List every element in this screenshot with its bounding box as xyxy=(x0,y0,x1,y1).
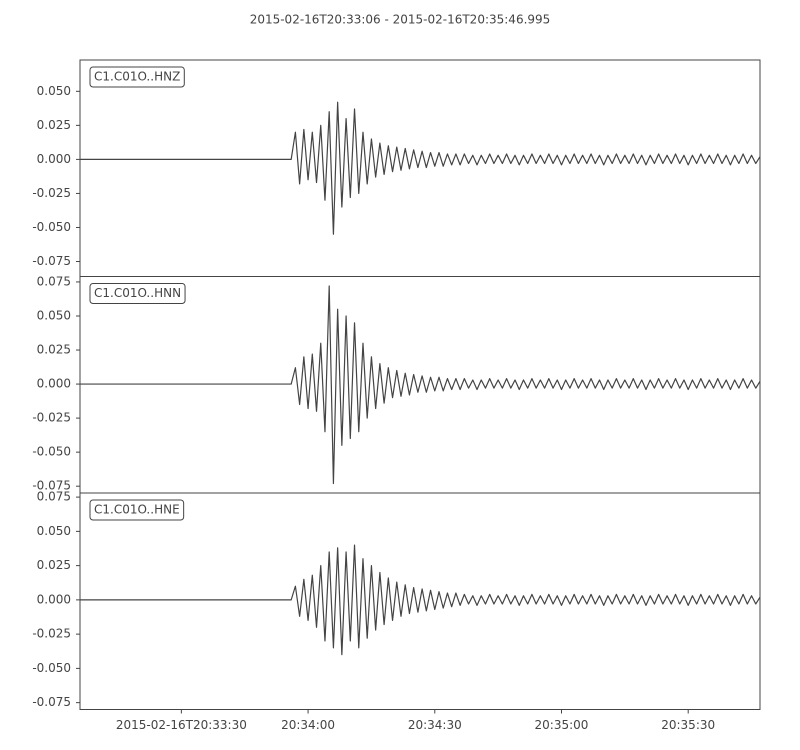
panel-frame xyxy=(79,492,761,710)
y-tick-label: 0.050 xyxy=(37,308,71,322)
trace-label: C1.C01O..HNE xyxy=(94,503,180,517)
trace-label-box xyxy=(89,66,185,88)
y-tick-label: 0.000 xyxy=(37,592,71,606)
x-tick-label: 20:34:30 xyxy=(408,718,462,732)
trace-label-box xyxy=(89,283,186,304)
waveform xyxy=(80,544,761,656)
y-tick-label: 0.025 xyxy=(37,343,71,357)
y-tick-label: -0.075 xyxy=(32,695,71,709)
x-tick-label: 20:35:00 xyxy=(535,718,589,732)
x-tick-label: 20:35:30 xyxy=(661,718,715,732)
y-tick-label: 0.050 xyxy=(37,84,71,98)
y-tick-label: -0.025 xyxy=(32,411,71,425)
y-tick-label: 0.075 xyxy=(37,490,71,504)
trace-label: C1.C01O..HNN xyxy=(94,286,181,300)
y-tick-label: 0.025 xyxy=(37,118,71,132)
chart-title: 2015-02-16T20:33:06 - 2015-02-16T20:35:4… xyxy=(250,13,551,27)
y-tick-label: -0.075 xyxy=(32,254,71,268)
waveform xyxy=(80,101,761,235)
y-tick-label: -0.025 xyxy=(32,627,71,641)
y-tick-label: -0.075 xyxy=(32,479,71,493)
y-tick-label: -0.025 xyxy=(32,186,71,200)
y-tick-label: -0.050 xyxy=(32,220,71,234)
y-tick-label: -0.050 xyxy=(32,661,71,675)
trace-label: C1.C01O..HNZ xyxy=(94,70,180,84)
y-tick-label: 0.075 xyxy=(37,274,71,288)
y-tick-label: 0.025 xyxy=(37,558,71,572)
y-tick-label: 0.000 xyxy=(37,152,71,166)
x-tick-label: 20:34:00 xyxy=(281,718,335,732)
x-tick-label: 2015-02-16T20:33:30 xyxy=(116,718,247,732)
y-tick-label: 0.000 xyxy=(37,377,71,391)
waveform xyxy=(80,285,761,485)
trace-label-box xyxy=(89,499,185,521)
y-tick-label: 0.050 xyxy=(37,524,71,538)
y-tick-label: -0.050 xyxy=(32,445,71,459)
